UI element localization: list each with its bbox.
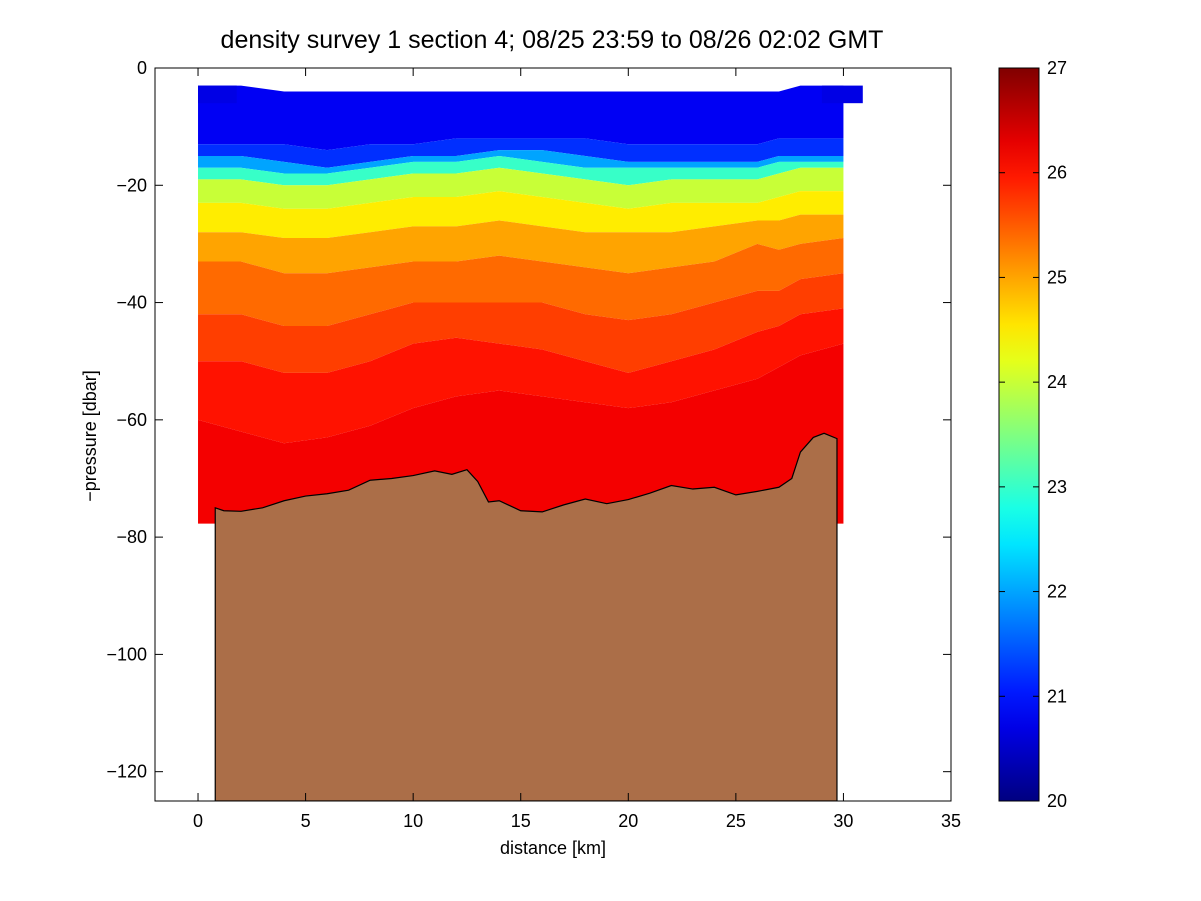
colorbar-tick-label: 22	[1047, 582, 1067, 602]
y-tick-label: −20	[116, 175, 147, 195]
density-layer	[198, 191, 844, 239]
y-axis-label: −pressure [dbar]	[80, 370, 100, 502]
x-tick-label: 20	[618, 811, 638, 831]
plot-frame	[154, 67, 952, 802]
y-tick-label: −100	[106, 644, 147, 664]
density-layer	[198, 85, 844, 151]
y-axis: 0 −20 −40 −60 −80 −100 −120	[106, 58, 951, 782]
colorbar	[998, 67, 1040, 802]
colorbar-axis: 20 21 22 23 24 25 26 27	[999, 58, 1067, 811]
density-layer	[198, 273, 844, 373]
surface-cell-right	[821, 85, 863, 104]
density-layer	[198, 155, 844, 186]
y-tick-label: −120	[106, 762, 147, 782]
density-layer	[198, 138, 844, 168]
density-field	[198, 85, 844, 524]
colorbar-tick-label: 26	[1047, 163, 1067, 183]
colorbar-tick-label: 27	[1047, 58, 1067, 78]
density-layer	[198, 214, 844, 274]
chart-title: density survey 1 section 4; 08/25 23:59 …	[221, 26, 884, 54]
density-layer	[198, 343, 844, 524]
x-tick-label: 30	[833, 811, 853, 831]
y-tick-label: −80	[116, 527, 147, 547]
colorbar-tick-label: 24	[1047, 372, 1067, 392]
bathymetry-seafloor	[214, 432, 838, 801]
x-tick-label: 10	[403, 811, 423, 831]
colorbar-tick-label: 21	[1047, 686, 1067, 706]
x-tick-label: 15	[511, 811, 531, 831]
x-axis: 0 5 10 15 20 25 30 35	[193, 68, 961, 831]
x-tick-label: 5	[301, 811, 311, 831]
colorbar-tick-label: 23	[1047, 477, 1067, 497]
density-layer	[198, 238, 844, 327]
density-layer	[198, 308, 844, 444]
colorbar-tick-label: 20	[1047, 791, 1067, 811]
x-axis-label: distance [km]	[500, 838, 606, 858]
y-tick-label: 0	[137, 58, 147, 78]
x-tick-label: 35	[941, 811, 961, 831]
surface-cell-left	[198, 85, 237, 104]
colorbar-tick-label: 25	[1047, 267, 1067, 287]
surface-data-cells	[198, 85, 863, 104]
x-tick-label: 25	[726, 811, 746, 831]
x-tick-label: 0	[193, 811, 203, 831]
y-tick-label: −60	[116, 410, 147, 430]
y-tick-label: −40	[116, 293, 147, 313]
density-layer	[198, 167, 844, 209]
